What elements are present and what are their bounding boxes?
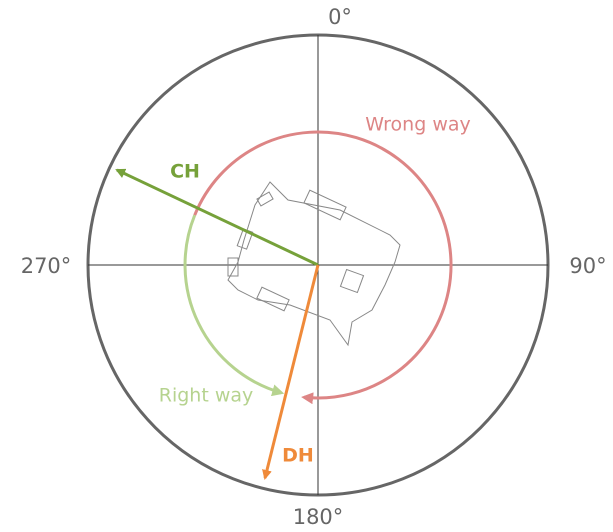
right-way-arc: [183, 214, 285, 397]
wrong-way-arc: [193, 130, 453, 405]
robot-part: [227, 257, 239, 277]
label-180: 180°: [293, 505, 344, 529]
right-way-label: Right way: [159, 385, 254, 407]
ch-arrow: [115, 168, 319, 267]
robot-part: [303, 189, 347, 221]
label-0: 0°: [328, 5, 352, 29]
robot: [227, 181, 401, 347]
label-90: 90°: [569, 254, 606, 278]
label-270: 270°: [21, 254, 72, 278]
robot-part: [256, 191, 274, 207]
ch-label: CH: [170, 161, 200, 183]
dh-arrow: [262, 264, 320, 480]
robot-part: [339, 268, 365, 294]
wrong-way-label: Wrong way: [365, 114, 471, 136]
robot-part: [256, 286, 290, 312]
dh-label: DH: [282, 445, 314, 467]
